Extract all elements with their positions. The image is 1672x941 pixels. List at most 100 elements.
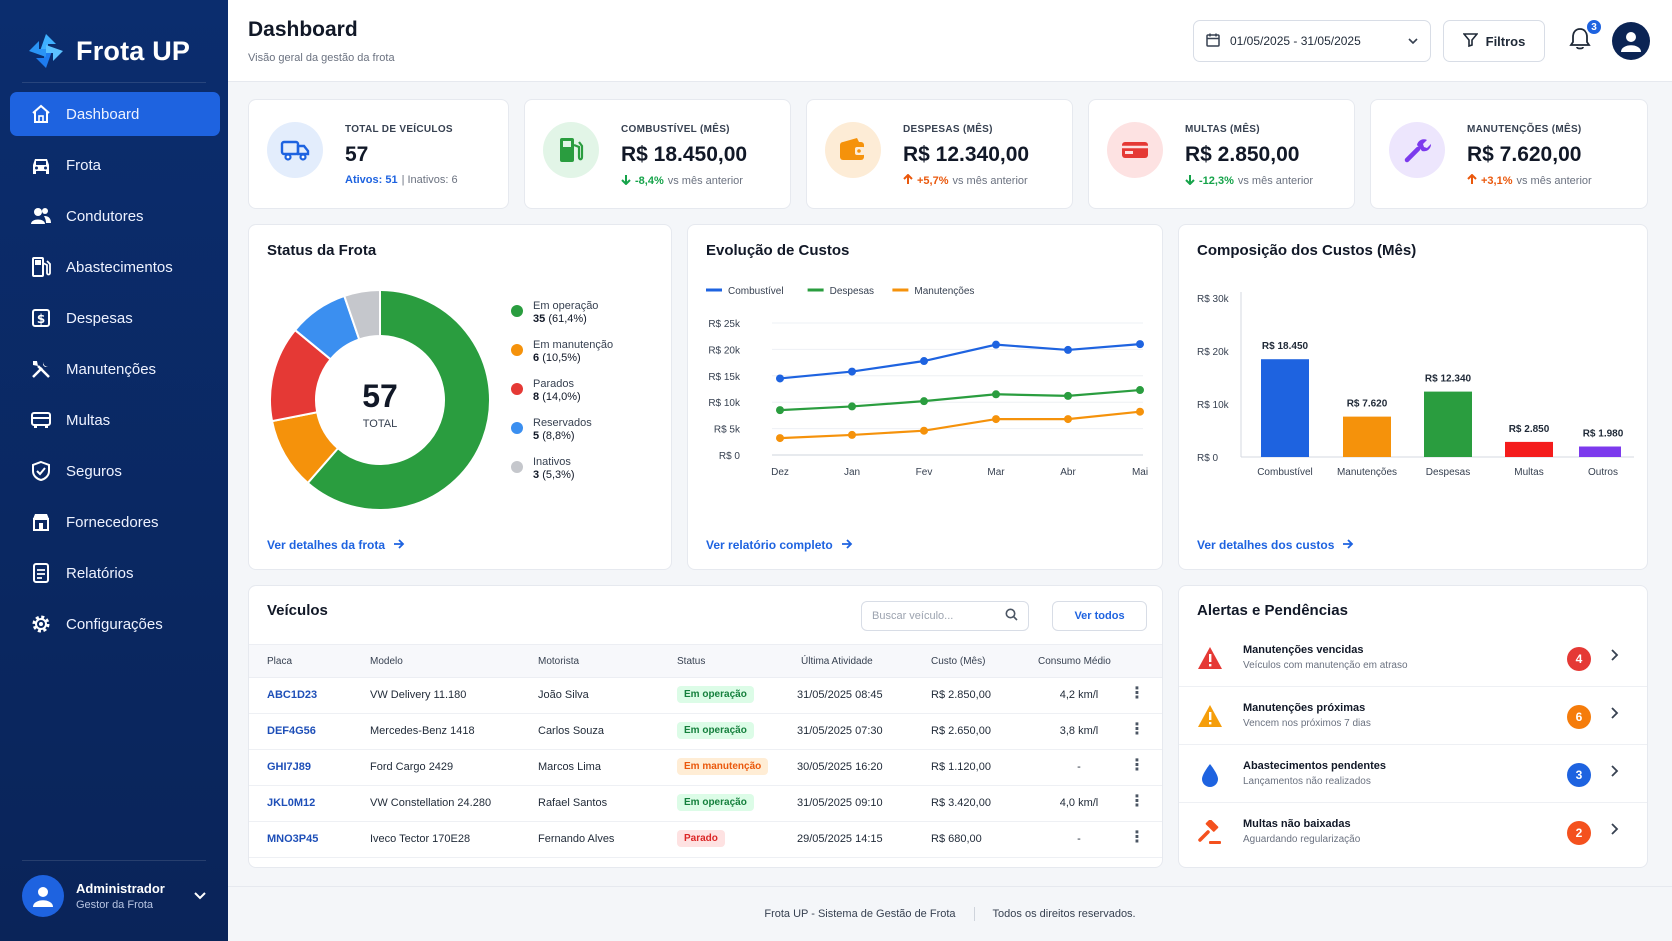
y-tick-label: R$ 0 xyxy=(1197,453,1219,464)
kpi-delta-caption: vs mês anterior xyxy=(952,175,1028,187)
more-options-icon[interactable]: ⋮ xyxy=(1129,793,1145,810)
table-row[interactable]: MNO3P45 Iveco Tector 170E28 Fernando Alv… xyxy=(249,822,1162,858)
gear-icon xyxy=(30,613,52,635)
legend-label: Em manutenção xyxy=(533,339,614,351)
see-all-vehicles-button[interactable]: Ver todos xyxy=(1052,601,1147,631)
x-tick-label: Combustível xyxy=(1257,467,1313,478)
vehicle-plate-link[interactable]: ABC1D23 xyxy=(267,689,318,701)
y-tick-label: R$ 10k xyxy=(1197,400,1230,411)
cost-details-link[interactable]: Ver detalhes dos custos xyxy=(1197,538,1354,552)
vehicle-last-activity: 30/05/2025 16:20 xyxy=(797,761,883,773)
vehicle-driver: João Silva xyxy=(538,689,589,701)
column-header[interactable]: Motorista xyxy=(538,656,580,667)
user-menu[interactable]: Administrador Gestor da Frota xyxy=(22,860,206,917)
sidebar-item-multas[interactable]: Multas xyxy=(10,398,220,442)
legend-item: Em operação 35 (61,4%) xyxy=(511,300,598,325)
alert-subtitle: Veículos com manutenção em atraso xyxy=(1243,660,1408,671)
kpi-subtext: -8,4% vs mês anterior xyxy=(621,174,743,188)
bar xyxy=(1261,359,1309,457)
chevron-down-icon[interactable] xyxy=(194,889,206,903)
vehicle-consumption: 4,0 km/l xyxy=(1059,797,1099,809)
alert-item-upcoming-maintenance[interactable]: Manutenções próximas Vencem nos próximos… xyxy=(1179,688,1647,745)
alert-subtitle: Vencem nos próximos 7 dias xyxy=(1243,718,1371,729)
table-row[interactable]: JKL0M12 VW Constellation 24.280 Rafael S… xyxy=(249,786,1162,822)
series-line xyxy=(779,388,1141,412)
vehicle-consumption: 4,2 km/l xyxy=(1059,689,1099,701)
kpi-card-combustivel[interactable]: COMBUSTÍVEL (MÊS) R$ 18.450,00 -8,4% vs … xyxy=(524,99,791,209)
sidebar-item-fornecedores[interactable]: Fornecedores xyxy=(10,500,220,544)
kpi-card-total-veiculos[interactable]: TOTAL DE VEÍCULOS 57 Ativos: 51 | Inativ… xyxy=(248,99,509,209)
data-point xyxy=(1064,345,1072,354)
data-point xyxy=(776,374,784,383)
arrow-down-icon xyxy=(621,174,631,188)
date-range-picker[interactable]: 01/05/2025 - 31/05/2025 xyxy=(1193,20,1431,62)
fleet-details-link[interactable]: Ver detalhes da frota xyxy=(267,538,405,552)
alert-count-badge: 6 xyxy=(1567,705,1591,729)
filters-button[interactable]: Filtros xyxy=(1443,20,1545,62)
more-options-icon[interactable]: ⋮ xyxy=(1129,685,1145,702)
card-title: Alertas e Pendências xyxy=(1197,602,1348,619)
table-row[interactable]: DEF4G56 Mercedes-Benz 1418 Carlos Souza … xyxy=(249,714,1162,750)
chevron-right-icon xyxy=(1611,764,1619,780)
column-header[interactable]: Última Atividade xyxy=(801,656,873,667)
legend-label: Inativos xyxy=(533,456,571,468)
alert-item-unpaid-fines[interactable]: Multas não baixadas Aguardando regulariz… xyxy=(1179,804,1647,861)
vehicles-card: Veículos Buscar veículo... Ver todos Pla… xyxy=(248,585,1163,868)
column-header[interactable]: Status xyxy=(677,656,706,667)
sidebar-item-configuracoes[interactable]: Configurações xyxy=(10,602,220,646)
alert-item-overdue-maintenance[interactable]: Manutenções vencidas Veículos com manute… xyxy=(1179,630,1647,687)
vehicle-consumption: - xyxy=(1077,833,1081,845)
column-header[interactable]: Modelo xyxy=(370,656,403,667)
column-header[interactable]: Custo (Mês) xyxy=(931,656,986,667)
data-point xyxy=(1136,340,1144,349)
legend-value: 8 (14,0%) xyxy=(533,391,581,403)
kpi-delta: +5,7% xyxy=(917,175,949,187)
arrow-right-icon xyxy=(393,538,405,552)
sidebar-item-condutores[interactable]: Condutores xyxy=(10,194,220,238)
sidebar-item-seguros[interactable]: Seguros xyxy=(10,449,220,493)
car-icon xyxy=(30,154,52,176)
data-label: R$ 7.620 xyxy=(1347,399,1388,410)
sidebar-item-label: Relatórios xyxy=(66,564,134,582)
alert-item-pending-fueling[interactable]: Abastecimentos pendentes Lançamentos não… xyxy=(1179,746,1647,803)
data-point xyxy=(992,415,1000,424)
sidebar-item-dashboard[interactable]: Dashboard xyxy=(10,92,220,136)
vehicle-plate-link[interactable]: JKL0M12 xyxy=(267,797,316,809)
vehicle-cost: R$ 2.850,00 xyxy=(931,689,991,701)
sidebar-item-frota[interactable]: Frota xyxy=(10,143,220,187)
kpi-label: DESPESAS (MÊS) xyxy=(903,124,993,135)
more-options-icon[interactable]: ⋮ xyxy=(1129,757,1145,774)
legend-value: 5 (8,8%) xyxy=(533,430,575,442)
tools-icon xyxy=(30,358,52,380)
kpi-card-multas[interactable]: MULTAS (MÊS) R$ 2.850,00 -12,3% vs mês a… xyxy=(1088,99,1355,209)
user-role: Gestor da Frota xyxy=(76,899,154,911)
sidebar-item-manutencoes[interactable]: Manutenções xyxy=(10,347,220,391)
vehicle-plate-link[interactable]: MNO3P45 xyxy=(267,833,319,845)
chevron-right-icon xyxy=(1611,706,1619,722)
vehicle-plate-link[interactable]: DEF4G56 xyxy=(267,725,316,737)
table-row[interactable]: ABC1D23 VW Delivery 11.180 João Silva Em… xyxy=(249,678,1162,714)
logo[interactable]: Frota UP xyxy=(0,0,228,80)
sidebar-item-abastecimentos[interactable]: Abastecimentos xyxy=(10,245,220,289)
kpi-card-manutencoes[interactable]: MANUTENÇÕES (MÊS) R$ 7.620,00 +3,1% vs m… xyxy=(1370,99,1648,209)
vehicle-plate-link[interactable]: GHI7J89 xyxy=(267,761,312,773)
column-header[interactable]: Consumo Médio xyxy=(1038,656,1111,667)
more-options-icon[interactable]: ⋮ xyxy=(1129,721,1145,738)
kpi-card-despesas[interactable]: DESPESAS (MÊS) R$ 12.340,00 +5,7% vs mês… xyxy=(806,99,1073,209)
user-name: Administrador xyxy=(76,881,165,896)
column-header[interactable]: Placa xyxy=(267,656,293,667)
sidebar-item-label: Fornecedores xyxy=(66,513,159,531)
search-input[interactable]: Buscar veículo... xyxy=(861,601,1029,631)
footer: Frota UP - Sistema de Gestão de Frota To… xyxy=(228,886,1672,941)
more-options-icon[interactable]: ⋮ xyxy=(1129,829,1145,846)
user-avatar-button[interactable] xyxy=(1612,22,1650,60)
bell-icon[interactable] xyxy=(1568,26,1596,54)
y-tick-label: R$ 10k xyxy=(708,398,741,409)
kpi-subtext: +5,7% vs mês anterior xyxy=(903,173,1028,188)
sidebar-item-despesas[interactable]: $ Despesas xyxy=(10,296,220,340)
full-report-link[interactable]: Ver relatório completo xyxy=(706,538,853,552)
sidebar-item-relatorios[interactable]: Relatórios xyxy=(10,551,220,595)
user-icon xyxy=(1621,32,1641,52)
kpi-value: R$ 12.340,00 xyxy=(903,143,1030,166)
table-row[interactable]: GHI7J89 Ford Cargo 2429 Marcos Lima Em m… xyxy=(249,750,1162,786)
